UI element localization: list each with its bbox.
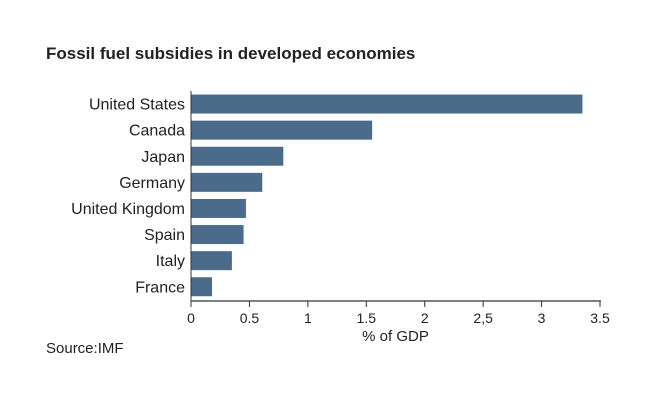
bar [191,277,213,297]
x-tick-label: 1.5 [357,310,377,326]
bar [191,94,583,114]
x-tick-label: 3 [538,310,546,326]
x-tick-label: 1 [304,310,312,326]
chart-title: Fossil fuel subsidies in developed econo… [46,44,416,63]
x-tick-label: 2,5 [473,310,493,326]
bar [191,198,246,218]
bar [191,251,232,271]
category-label: United Kingdom [71,201,185,218]
bar [191,146,284,166]
x-tick-label: 2 [421,310,429,326]
x-tick-label: 0.5 [240,310,260,326]
category-label: Japan [141,149,185,166]
x-tick-label: 0 [187,310,195,326]
category-label: Germany [119,175,185,192]
category-label: Canada [129,123,185,140]
source-note: Source:IMF [46,340,124,357]
bar [191,120,373,140]
bar [191,172,263,192]
category-label: Spain [144,227,185,244]
x-ticks-group: 0 0.5 1 1.5 2 2,5 3 3.5 [187,301,610,326]
category-labels-group: United States Canada Japan Germany United Ki… [71,97,185,297]
category-label: Italy [156,253,185,270]
x-axis-title: % of GDP [362,328,429,345]
category-label: France [135,279,185,296]
x-tick-label: 3.5 [590,310,610,326]
category-label: United States [89,97,185,114]
bar [191,225,244,245]
bars-group [190,91,583,301]
